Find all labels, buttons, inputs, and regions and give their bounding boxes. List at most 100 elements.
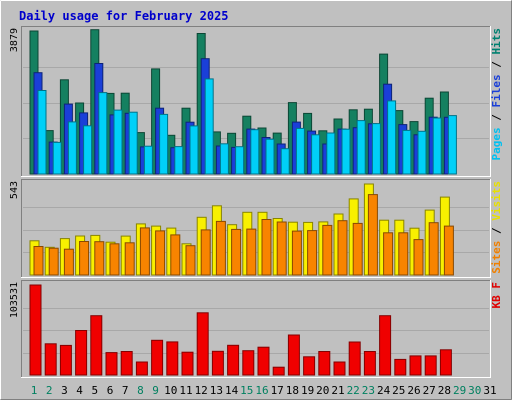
x-tick-label: 23 <box>362 384 375 397</box>
bar-sites <box>261 219 272 276</box>
bar-sites <box>337 220 348 276</box>
bar-pages <box>417 130 427 175</box>
bar-kb-f <box>75 330 88 376</box>
legend-label: Sites <box>490 241 503 274</box>
bar-pages <box>356 120 366 175</box>
x-axis-labels: 1 2 3 4 5 6 7 8 9 10 11 12 13 14 15 16 17 18 19 20 21 22 23 24 2… <box>31 384 497 397</box>
bar-kb-f <box>105 352 118 376</box>
bar-kb-f <box>287 334 300 376</box>
bar-kb-f <box>272 366 285 376</box>
x-tick-label: 28 <box>438 384 451 397</box>
bar-kb-f <box>44 343 57 376</box>
x-tick-label: 14 <box>225 384 239 397</box>
panel-visits-sites: 543 Sites / Visits <box>9 179 503 278</box>
x-tick-label: 17 <box>271 384 284 397</box>
x-tick-label: 6 <box>107 384 114 397</box>
y-max-label: 3879 <box>9 28 20 52</box>
bar-pages <box>174 146 184 175</box>
bar-kb-f <box>318 351 331 376</box>
bar-sites <box>48 247 59 276</box>
bar-sites <box>215 220 226 276</box>
bar-sites <box>109 243 120 276</box>
x-tick-label: 29 <box>453 384 466 397</box>
legend-label: Files <box>490 74 503 107</box>
bar-pages <box>250 129 260 175</box>
bar-kb-f <box>196 312 209 376</box>
bar-sites <box>155 230 166 276</box>
panel-hits-files-pages: 3879 Pages / Files / Hits <box>9 26 503 177</box>
x-tick-label: 10 <box>164 384 177 397</box>
x-tick-label: 13 <box>210 384 223 397</box>
bar-kb-f <box>29 284 42 376</box>
legend-label: / <box>490 55 503 75</box>
bar-kb-f <box>348 341 361 376</box>
bar-pages <box>447 115 457 175</box>
bar-kb-f <box>151 339 164 376</box>
x-tick-label: 2 <box>46 384 53 397</box>
bar-sites <box>307 230 318 276</box>
bar-kb-f <box>409 355 422 376</box>
bar-pages <box>432 117 442 175</box>
bar-pages <box>204 78 214 175</box>
bar-kb-f <box>424 355 437 376</box>
legend-label: Hits <box>490 28 503 55</box>
bar-sites <box>383 232 394 276</box>
legend-label: / <box>490 221 503 241</box>
bar-pages <box>235 146 245 175</box>
x-tick-label: 30 <box>468 384 481 397</box>
y-max-label: 543 <box>9 181 20 199</box>
x-tick-label: 5 <box>91 384 98 397</box>
bar-sites <box>246 228 257 276</box>
bar-kb-f <box>90 315 103 376</box>
bar-pages <box>52 141 62 175</box>
x-tick-label: 15 <box>240 384 253 397</box>
bar-kb-f <box>303 356 316 376</box>
bar-sites <box>291 230 302 276</box>
bar-sites <box>428 222 439 276</box>
bar-sites <box>94 241 105 276</box>
x-tick-label: 21 <box>331 384 344 397</box>
bar-sites <box>276 221 287 276</box>
bar-kb-f <box>363 351 376 376</box>
series-kb-f <box>29 284 452 376</box>
x-tick-label: 12 <box>195 384 208 397</box>
series-legend: Pages / Files / Hits <box>490 28 503 161</box>
panel-kbytes: 103531 KB F <box>9 280 503 378</box>
x-tick-label: 1 <box>31 384 38 397</box>
bar-pages <box>83 125 93 175</box>
bar-pages <box>371 123 381 175</box>
bar-sites <box>63 248 74 276</box>
bar-kb-f <box>394 358 407 376</box>
series-sites <box>33 194 454 276</box>
bar-sites <box>200 229 211 276</box>
x-tick-label: 26 <box>407 384 420 397</box>
bar-kb-f <box>181 351 194 376</box>
bar-pages <box>67 121 77 175</box>
bar-sites <box>367 194 378 276</box>
x-tick-label: 8 <box>137 384 144 397</box>
bar-pages <box>98 92 108 175</box>
bar-kb-f <box>333 361 346 376</box>
legend-label: Pages <box>490 127 503 160</box>
chart-title: Daily usage for February 2025 <box>19 9 229 23</box>
bar-sites <box>398 232 409 276</box>
legend-label: / <box>490 108 503 128</box>
bar-sites <box>139 227 150 276</box>
bar-pages <box>37 90 47 175</box>
bar-kb-f <box>439 349 452 376</box>
legend-label: Visits <box>490 181 503 221</box>
bar-pages <box>113 109 123 175</box>
bar-pages <box>189 125 199 175</box>
bar-kb-f <box>227 344 240 376</box>
bar-pages <box>159 113 169 175</box>
x-tick-label: 9 <box>152 384 159 397</box>
x-tick-label: 11 <box>179 384 192 397</box>
bar-pages <box>326 132 336 175</box>
series-legend: KB F <box>490 282 503 309</box>
bar-kb-f <box>379 315 392 376</box>
bar-kb-f <box>120 351 133 376</box>
bar-pages <box>387 100 397 175</box>
bar-kb-f <box>242 350 255 376</box>
y-max-label: 103531 <box>9 282 20 318</box>
bar-pages <box>402 129 412 175</box>
